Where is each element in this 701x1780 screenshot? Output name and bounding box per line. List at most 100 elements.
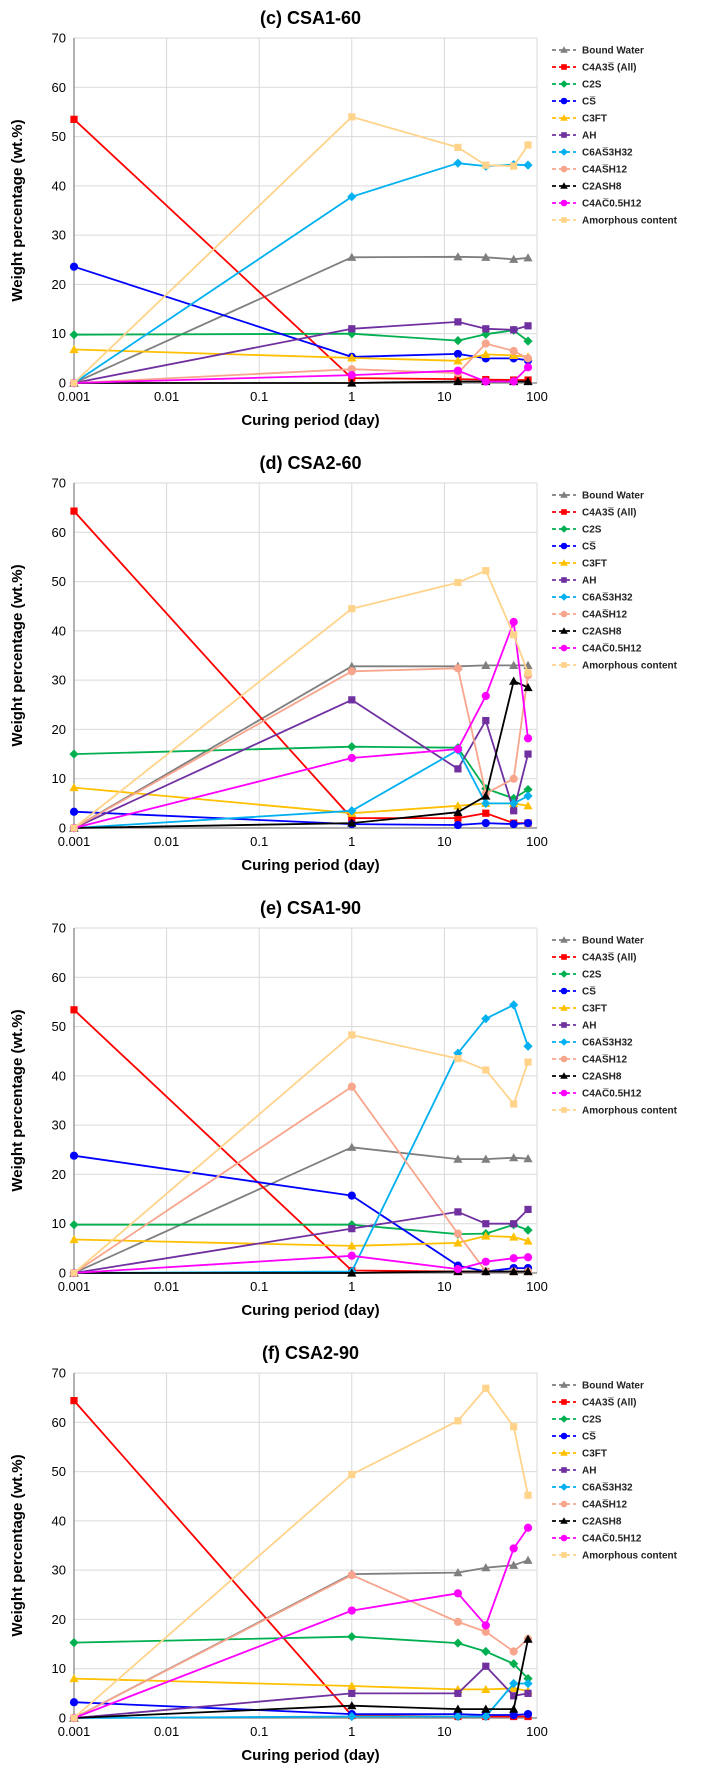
y-tick-label: 30 — [52, 1118, 66, 1133]
data-point-c4as-h12 — [523, 354, 533, 363]
data-point-c2ash8 — [509, 1704, 519, 1713]
y-tick-label: 30 — [52, 1563, 66, 1578]
legend-label-c2s: C2S — [582, 1415, 602, 1426]
data-point-c3ft — [481, 1684, 491, 1694]
data-point-c4ac-0-5h12 — [481, 377, 490, 386]
legend-label-c2ash8: C2ASH8 — [582, 182, 622, 193]
legend-label-c3ft: C3FT — [582, 1449, 607, 1460]
data-point-ah — [348, 325, 356, 333]
data-point-bound-water — [481, 660, 491, 669]
data-point-c4as-h12 — [347, 365, 356, 374]
data-point-c4a3s-all — [348, 814, 356, 822]
legend-label-c4ac-0-5h12: C4AC̅0.5H12 — [582, 1533, 642, 1545]
data-point-c2ash8 — [509, 676, 519, 685]
legend-marker-c4ac-0-5h12 — [560, 1534, 568, 1542]
data-point-cs — [509, 819, 518, 829]
data-point-c4ac-0-5h12 — [523, 1253, 533, 1262]
data-point-c2ash8 — [481, 1704, 491, 1713]
data-point-c4ac-0-5h12 — [523, 734, 533, 743]
data-point-ah — [510, 1692, 518, 1700]
x-tick-label: 1 — [348, 834, 355, 849]
data-point-ah — [510, 1220, 518, 1228]
data-point-c2s — [523, 784, 533, 795]
x-tick-label: 100 — [526, 1279, 548, 1294]
legend-label-cs: CS̅ — [582, 96, 596, 108]
legend-marker-c2ash8 — [560, 1517, 568, 1524]
series-line-c6as-3h32 — [73, 1004, 529, 1274]
data-point-amorphous-content — [348, 1031, 356, 1039]
legend-marker-c4ac-0-5h12 — [560, 644, 568, 652]
legend-marker-cs — [560, 97, 568, 105]
data-point-ah — [348, 1225, 356, 1233]
data-point-ah — [454, 765, 462, 773]
data-point-c2s — [453, 336, 463, 346]
x-tick-label: 0.1 — [250, 389, 268, 404]
legend-label-c4as-h12: C4AS̅H12 — [582, 609, 627, 621]
legend-label-amorphous-content: Amorphous content — [582, 1551, 678, 1562]
legend: Bound Water C4A3S̅ (All) C2S CS̅ C3FT AH C6AS̅… — [552, 46, 678, 227]
y-tick-label: 40 — [52, 178, 66, 193]
legend-label-c2ash8: C2ASH8 — [582, 1072, 622, 1083]
data-point-amorphous-content — [348, 605, 356, 613]
legend-label-cs: CS̅ — [582, 541, 596, 553]
data-point-amorphous-content — [348, 1470, 356, 1479]
data-point-amorphous-content — [524, 1058, 532, 1066]
legend-marker-c6as-3h32 — [560, 1483, 568, 1491]
legend-marker-c2s — [560, 970, 568, 978]
data-point-ah — [510, 326, 518, 334]
chart-title: (f) CSA2-90 — [262, 1343, 359, 1363]
x-tick-label: 0.01 — [154, 1279, 179, 1294]
data-point-c3ft — [523, 1236, 533, 1245]
legend-marker-c4as-h12 — [560, 1500, 568, 1508]
legend-marker-amorphous-content — [561, 1107, 567, 1113]
data-point-c4as-h12 — [509, 1647, 518, 1656]
legend-marker-c4as-h12 — [560, 1055, 568, 1063]
legend-marker-amorphous-content — [561, 1552, 567, 1558]
legend-marker-c2s — [560, 525, 568, 533]
data-point-c4ac-0-5h12 — [509, 617, 518, 627]
data-point-c6as-3h32 — [347, 192, 357, 202]
data-point-c3ft — [481, 349, 491, 359]
y-tick-label: 0 — [59, 1266, 66, 1281]
data-point-bound-water — [481, 1563, 491, 1572]
data-point-bound-water — [481, 1154, 491, 1163]
data-point-amorphous-content — [454, 143, 462, 152]
data-point-ah — [510, 807, 518, 815]
data-point-ah — [482, 716, 490, 725]
data-point-bound-water — [347, 252, 357, 261]
chart-title: (c) CSA1-60 — [260, 8, 361, 28]
data-point-bound-water — [453, 1154, 463, 1163]
data-point-amorphous-content — [524, 141, 532, 149]
y-tick-label: 50 — [52, 574, 66, 589]
x-axis-label: Curing period (day) — [241, 412, 379, 429]
series-line-amorphous-content — [73, 1034, 529, 1274]
legend-marker-c2ash8 — [560, 182, 568, 189]
legend-label-amorphous-content: Amorphous content — [582, 216, 678, 227]
data-point-bound-water — [347, 1142, 357, 1151]
legend-marker-c6as-3h32 — [560, 148, 568, 156]
legend-marker-cs — [560, 987, 568, 995]
data-point-c6as-3h32 — [481, 798, 491, 808]
data-point-ah — [524, 322, 532, 330]
x-tick-label: 0.001 — [58, 834, 91, 849]
data-point-cs — [69, 1151, 79, 1160]
x-tick-label: 1 — [348, 389, 355, 404]
data-point-c2s — [523, 1673, 533, 1684]
legend-label-bound-water: Bound Water — [582, 491, 644, 502]
data-point-c4as-h12 — [347, 667, 356, 676]
data-point-c4ac-0-5h12 — [347, 371, 356, 380]
data-point-amorphous-content — [482, 567, 490, 575]
legend-label-amorphous-content: Amorphous content — [582, 1106, 678, 1117]
chart-panel-3: (f) CSA2-90 0 10 20 30 40 50 60 70 0.001 0.01 0.1 1 1… — [9, 1343, 678, 1764]
y-tick-label: 60 — [52, 525, 66, 540]
legend-label-ah: AH — [582, 1021, 596, 1032]
legend-marker-c3ft — [560, 114, 568, 121]
legend-marker-c3ft — [560, 1004, 568, 1011]
legend-marker-c4ac-0-5h12 — [560, 199, 568, 207]
data-point-c2ash8 — [453, 376, 463, 386]
y-tick-label: 70 — [52, 921, 66, 936]
data-point-c2s — [69, 1637, 79, 1648]
data-point-c2s — [523, 1225, 533, 1235]
legend-marker-c6as-3h32 — [560, 1038, 568, 1046]
data-point-ah — [482, 325, 490, 333]
